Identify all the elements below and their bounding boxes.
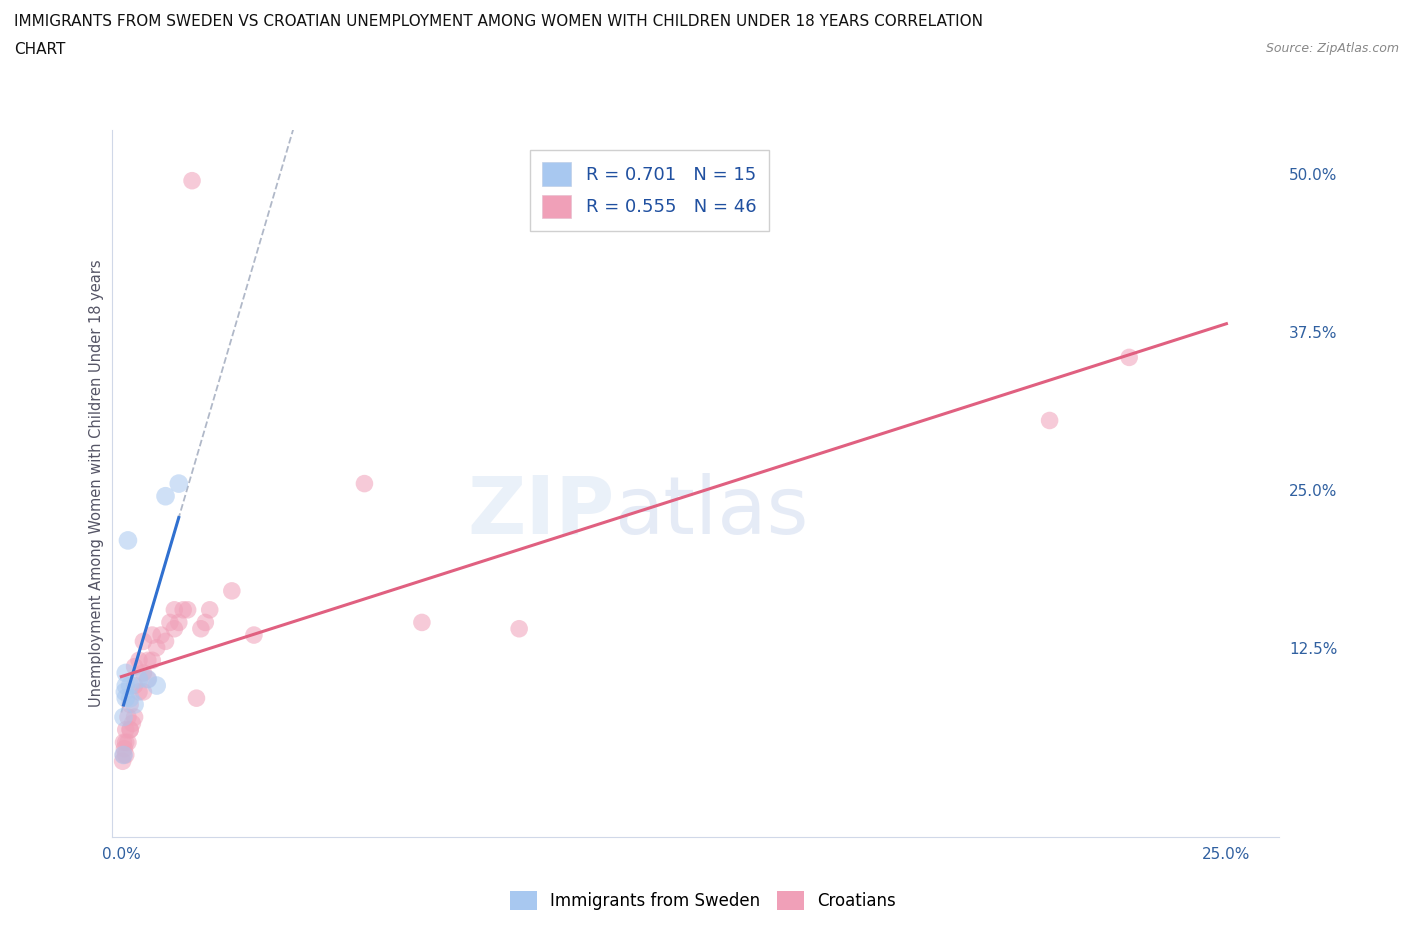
Point <box>112 735 135 750</box>
Point <box>112 748 135 763</box>
Point <box>136 653 159 668</box>
Point <box>411 615 433 630</box>
Point <box>114 723 136 737</box>
Point <box>120 723 142 737</box>
Text: IMMIGRANTS FROM SWEDEN VS CROATIAN UNEMPLOYMENT AMONG WOMEN WITH CHILDREN UNDER : IMMIGRANTS FROM SWEDEN VS CROATIAN UNEMP… <box>14 14 983 29</box>
Text: CHART: CHART <box>14 42 66 57</box>
Point <box>163 603 186 618</box>
Point <box>145 640 167 655</box>
Point <box>159 615 181 630</box>
Point <box>124 678 146 693</box>
Point <box>155 634 177 649</box>
Point <box>128 671 150 686</box>
Point <box>176 603 198 618</box>
Text: atlas: atlas <box>614 472 808 551</box>
Point <box>145 678 167 693</box>
Point <box>132 684 155 699</box>
Point <box>124 698 146 712</box>
Point <box>508 621 530 636</box>
Point <box>172 603 194 618</box>
Point <box>132 666 155 681</box>
Point <box>114 684 136 699</box>
Point <box>353 476 375 491</box>
Point <box>114 678 136 693</box>
Point <box>1118 350 1140 365</box>
Point <box>186 691 208 706</box>
Point <box>163 621 186 636</box>
Point <box>111 754 134 769</box>
Text: Source: ZipAtlas.com: Source: ZipAtlas.com <box>1265 42 1399 55</box>
Point <box>128 653 150 668</box>
Point <box>1039 413 1062 428</box>
Point <box>120 678 142 693</box>
Point <box>114 748 136 763</box>
Legend: R = 0.701   N = 15, R = 0.555   N = 46: R = 0.701 N = 15, R = 0.555 N = 46 <box>530 150 769 231</box>
Point <box>181 173 204 188</box>
Y-axis label: Unemployment Among Women with Children Under 18 years: Unemployment Among Women with Children U… <box>89 259 104 708</box>
Point <box>194 615 217 630</box>
Point <box>243 628 266 643</box>
Text: ZIP: ZIP <box>467 472 614 551</box>
Point <box>112 741 135 756</box>
Point <box>141 653 163 668</box>
Point <box>221 583 243 598</box>
Point <box>128 684 150 699</box>
Point <box>136 671 159 686</box>
Point <box>167 476 190 491</box>
Point <box>150 628 173 643</box>
Legend: Immigrants from Sweden, Croatians: Immigrants from Sweden, Croatians <box>503 884 903 917</box>
Point <box>117 735 139 750</box>
Point <box>114 691 136 706</box>
Point <box>117 533 139 548</box>
Point <box>124 659 146 674</box>
Point <box>141 628 163 643</box>
Point <box>114 735 136 750</box>
Point <box>114 666 136 681</box>
Point <box>190 621 212 636</box>
Point <box>117 710 139 724</box>
Point <box>120 698 142 712</box>
Point <box>112 748 135 763</box>
Point <box>120 723 142 737</box>
Point <box>112 710 135 724</box>
Point <box>155 489 177 504</box>
Point <box>136 671 159 686</box>
Point <box>132 634 155 649</box>
Point <box>120 691 142 706</box>
Point <box>121 716 143 731</box>
Point <box>167 615 190 630</box>
Point <box>124 710 146 724</box>
Point <box>198 603 221 618</box>
